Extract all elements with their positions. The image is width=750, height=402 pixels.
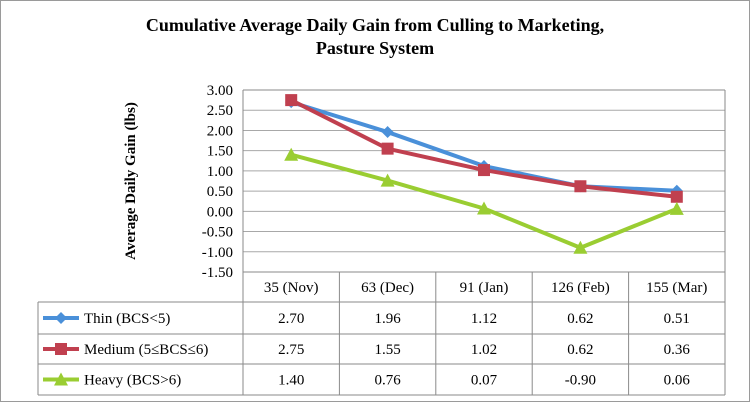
data-point-triangle (573, 240, 588, 254)
table-value-cell: 2.75 (278, 342, 304, 358)
legend-label: Heavy (BCS>6) (84, 373, 181, 389)
table-value-cell: 0.36 (664, 342, 691, 358)
y-axis-label: Average Daily Gain (lbs) (123, 102, 139, 260)
data-point-square (285, 94, 298, 107)
table-value-cell: 0.62 (567, 342, 593, 358)
chart-title-line2: Pasture System (315, 38, 435, 58)
y-tick-label: 1.00 (207, 164, 233, 180)
y-tick-label: -1.50 (202, 265, 233, 281)
series-line-diamond (290, 100, 677, 193)
legend-key-marker (54, 372, 68, 386)
table-value-cell: 0.51 (664, 311, 690, 327)
table-value-cell: 1.12 (471, 311, 497, 327)
x-category-label: 35 (Nov) (264, 280, 319, 296)
table-value-cell: 1.55 (374, 342, 400, 358)
table-value-cell: -0.90 (565, 373, 596, 389)
x-category-label: 63 (Dec) (361, 280, 414, 296)
data-point-diamond (381, 126, 394, 139)
y-tick-label: 0.00 (207, 204, 233, 220)
y-tick-label: 2.50 (207, 103, 233, 119)
x-category-label: 155 (Mar) (646, 280, 707, 296)
y-tick-label: -1.00 (202, 245, 233, 261)
data-point-square (574, 180, 587, 193)
table-value-cell: 1.02 (471, 342, 497, 358)
y-tick-label: -0.50 (202, 225, 233, 241)
table-value-cell: 0.07 (471, 373, 498, 389)
data-point-triangle (477, 201, 491, 215)
data-point-triangle (380, 173, 395, 187)
y-tick-label: 3.00 (207, 83, 233, 99)
table-value-cell: 1.40 (278, 373, 304, 389)
data-point-square (381, 142, 394, 155)
data-point-square (478, 164, 490, 177)
data-point-triangle (669, 201, 684, 215)
chart-title-line1: Cumulative Average Daily Gain from Culli… (145, 15, 605, 35)
table-value-cell: 2.70 (278, 311, 304, 327)
table-value-cell: 1.96 (374, 311, 401, 327)
x-category-label: 126 (Feb) (551, 280, 610, 296)
x-category-label: 91 (Jan) (460, 280, 509, 296)
legend-key-marker (55, 312, 67, 324)
data-point-square (670, 190, 683, 203)
y-tick-label: 1.50 (207, 144, 233, 160)
legend-key-marker (55, 343, 67, 355)
table-value-cell: 0.06 (664, 373, 691, 389)
series-line-square (290, 98, 678, 199)
y-tick-label: 2.00 (207, 123, 233, 139)
y-tick-label: 0.50 (207, 184, 233, 200)
legend-label: Thin (BCS<5) (84, 311, 170, 327)
table-value-cell: 0.76 (374, 373, 401, 389)
legend-label: Medium (5≤BCS≤6) (84, 342, 208, 358)
chart-title: Cumulative Average Daily Gain from Culli… (0, 14, 750, 60)
data-point-triangle (284, 147, 299, 161)
table-value-cell: 0.62 (567, 311, 593, 327)
